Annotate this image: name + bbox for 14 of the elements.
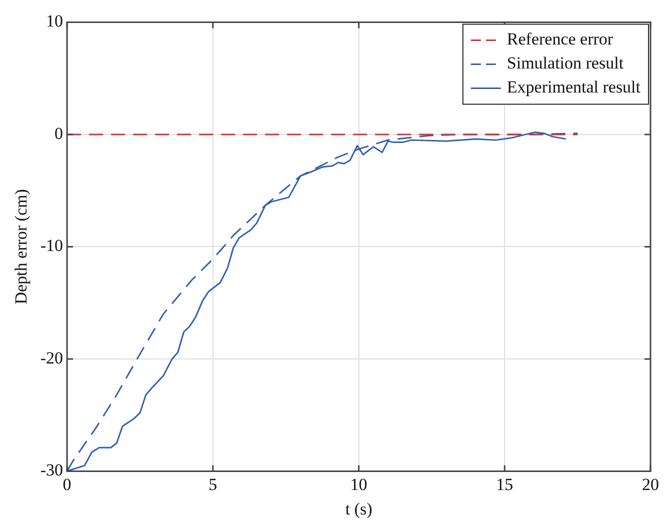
y-tick-label: -30 (40, 460, 64, 480)
legend-label: Reference error (506, 30, 614, 49)
x-tick-label: 10 (350, 474, 368, 494)
x-tick-label: 15 (496, 474, 514, 494)
y-axis-title: Depth error (cm) (12, 189, 31, 304)
x-tick-label: 5 (208, 474, 218, 494)
y-tick-label: 10 (46, 12, 64, 31)
x-axis-title: t (s) (345, 499, 372, 518)
legend-label: Simulation result (506, 54, 624, 73)
y-tick-label: 0 (54, 124, 64, 143)
legend-label: Experimental result (506, 78, 641, 97)
y-tick-label: -10 (40, 236, 64, 256)
y-tick-label: -20 (40, 348, 64, 368)
x-tick-label: 20 (642, 474, 659, 494)
